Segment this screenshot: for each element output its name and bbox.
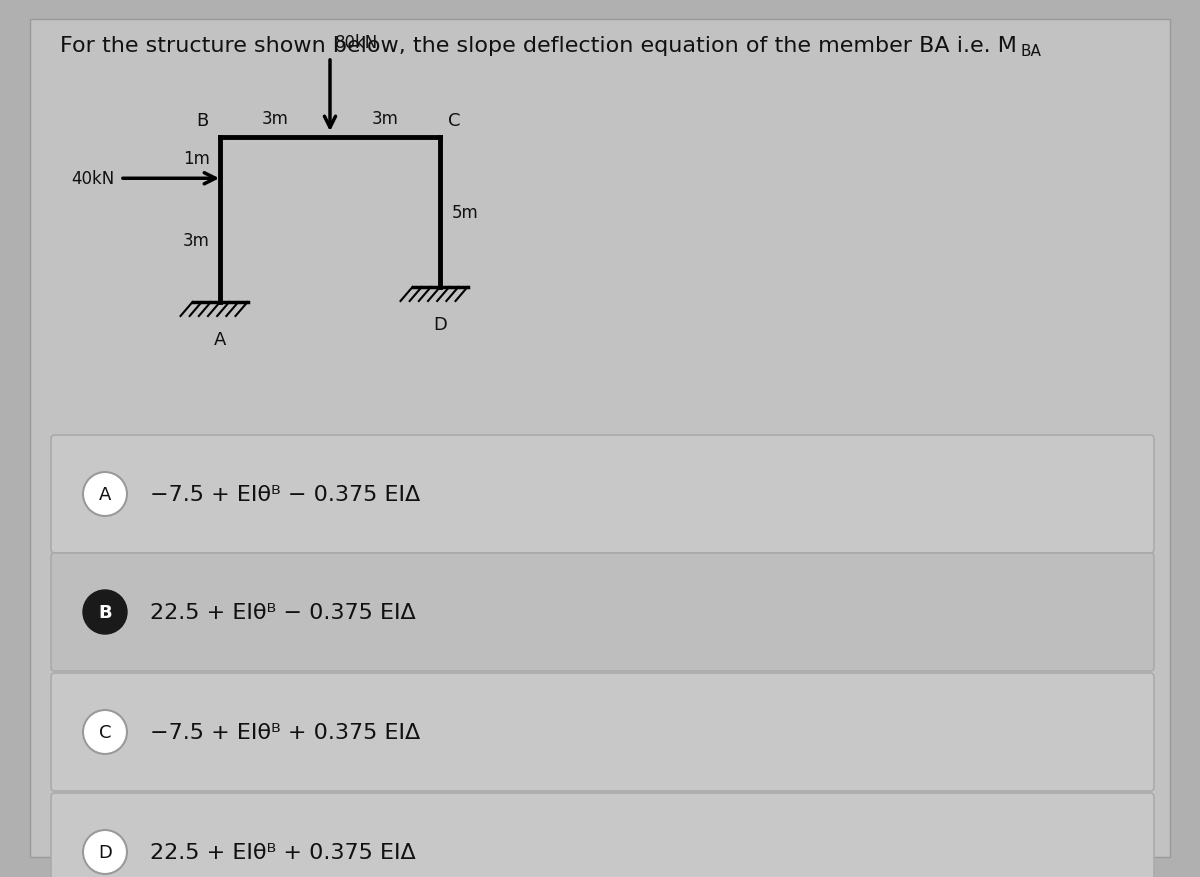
Text: 3m: 3m	[372, 110, 398, 128]
Text: B: B	[196, 112, 208, 130]
Text: 22.5 + EIθᴮ + 0.375 EIΔ: 22.5 + EIθᴮ + 0.375 EIΔ	[150, 842, 415, 862]
Text: 80kN: 80kN	[335, 34, 378, 52]
FancyBboxPatch shape	[50, 793, 1154, 877]
Text: 3m: 3m	[262, 110, 288, 128]
Circle shape	[83, 830, 127, 874]
FancyBboxPatch shape	[50, 674, 1154, 791]
Circle shape	[83, 590, 127, 634]
Text: 22.5 + EIθᴮ − 0.375 EIΔ: 22.5 + EIθᴮ − 0.375 EIΔ	[150, 602, 415, 623]
Text: C: C	[98, 724, 112, 741]
Text: D: D	[98, 843, 112, 861]
Text: 3m: 3m	[184, 232, 210, 250]
Text: For the structure shown below, the slope deflection equation of the member BA i.: For the structure shown below, the slope…	[60, 36, 1016, 56]
Text: 40kN: 40kN	[72, 170, 115, 188]
FancyBboxPatch shape	[50, 436, 1154, 553]
Text: C: C	[448, 112, 461, 130]
Circle shape	[83, 473, 127, 517]
Text: −7.5 + EIθᴮ − 0.375 EIΔ: −7.5 + EIθᴮ − 0.375 EIΔ	[150, 484, 420, 504]
Text: D: D	[433, 316, 446, 333]
Text: A: A	[98, 486, 112, 503]
Text: BA: BA	[1020, 44, 1040, 59]
Text: −7.5 + EIθᴮ + 0.375 EIΔ: −7.5 + EIθᴮ + 0.375 EIΔ	[150, 722, 420, 742]
FancyBboxPatch shape	[30, 20, 1170, 857]
Text: 1m: 1m	[184, 149, 210, 168]
Text: B: B	[98, 603, 112, 621]
Text: A: A	[214, 331, 226, 348]
Circle shape	[83, 710, 127, 754]
Text: 5m: 5m	[452, 203, 479, 222]
FancyBboxPatch shape	[50, 553, 1154, 671]
